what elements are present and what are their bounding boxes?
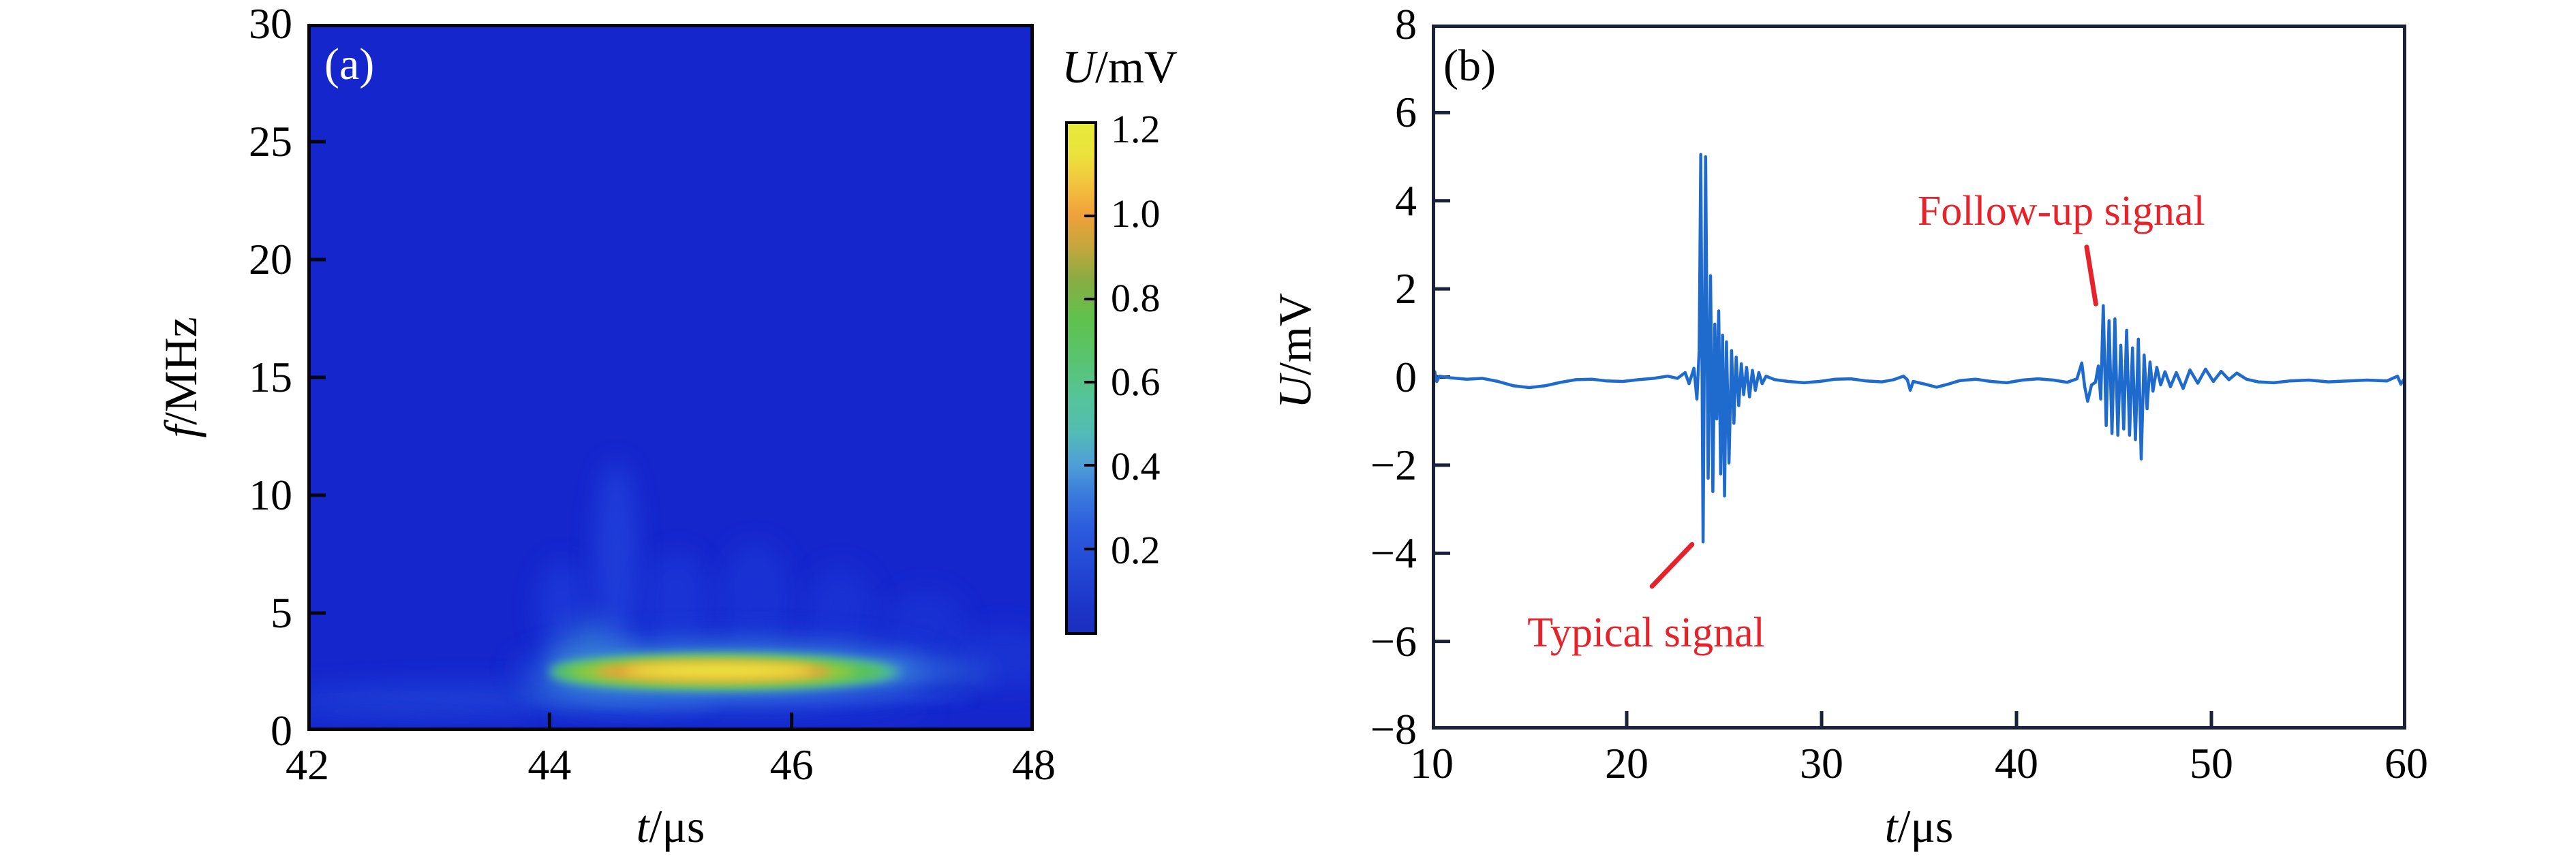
annotation-follow-up-signal: Follow-up signal <box>1917 187 2205 234</box>
x-tick-label: 42 <box>286 740 329 789</box>
colorbar-tick-mark <box>1084 464 1094 467</box>
colorbar-tick-label: 0.4 <box>1111 443 1161 488</box>
colorbar-title-unit: /mV <box>1095 41 1178 93</box>
x-tick-label: 20 <box>1605 739 1649 787</box>
panel-b-tag: (b) <box>1443 41 1496 91</box>
panel-a-ylabel-var: f <box>155 424 206 438</box>
y-tick-label: 8 <box>1395 0 1417 48</box>
x-tick-label: 50 <box>2190 739 2233 787</box>
y-tick-label: 0 <box>1395 352 1417 401</box>
panel-b-xlabel-var: t <box>1884 800 1898 852</box>
colorbar-tick-mark <box>1084 547 1094 550</box>
spectrogram-energy-blob <box>870 663 992 683</box>
spectrogram-energy-blob <box>549 704 937 718</box>
colorbar-tick-label: 1.2 <box>1111 107 1161 152</box>
y-tick-label: 30 <box>249 0 292 48</box>
panel-b-ylabel-unit: /mV <box>1269 292 1321 375</box>
panel-a-xlabel-unit: /μs <box>649 800 705 852</box>
y-tick-label: 20 <box>249 235 292 283</box>
x-tick-label: 46 <box>769 740 814 789</box>
colorbar-tick-mark <box>1084 214 1094 217</box>
panel-a-tag: (a) <box>324 40 375 89</box>
panel-a-xlabel: t/μs <box>637 803 705 849</box>
waveform-border <box>1432 25 2406 730</box>
spectrogram-energy-blob <box>307 704 538 719</box>
spectrogram-canvas <box>307 24 1034 731</box>
panel-b-xlabel: t/μs <box>1885 803 1954 849</box>
spectrogram-energy-blob <box>643 552 711 656</box>
spectrogram-energy-blob <box>537 561 586 656</box>
annotation-leader-typical-signal <box>1649 542 1695 589</box>
panel-b-ylabel-var: U <box>1269 375 1321 409</box>
colorbar-tick-label: 0.6 <box>1111 360 1161 405</box>
x-tick-label: 10 <box>1410 739 1454 787</box>
x-tick-label: 44 <box>527 740 572 789</box>
x-tick-label: 30 <box>1800 739 1843 787</box>
panel-a-xlabel-var: t <box>636 800 649 852</box>
panel-b-ylabel: U/mV <box>1269 292 1321 409</box>
panel-a-ylabel: f/MHz <box>155 317 206 438</box>
x-tick-label: 40 <box>1995 739 2038 787</box>
y-tick-label: 10 <box>249 471 292 519</box>
panel-a-ylabel-unit: /MHz <box>155 317 206 425</box>
y-tick-label: −8 <box>1370 705 1417 753</box>
annotation-leader-follow-up-signal <box>2084 245 2098 307</box>
y-tick-label: −2 <box>1370 440 1417 489</box>
spectrogram-energy-blob <box>595 462 637 661</box>
spectrogram-energy-blob <box>719 542 792 656</box>
x-tick-label: 48 <box>1012 740 1056 789</box>
y-tick-label: 0 <box>271 706 292 755</box>
spectrogram-energy-blob <box>624 663 814 678</box>
x-tick-label: 60 <box>2385 739 2428 787</box>
waveform-canvas <box>1432 25 2406 730</box>
y-tick-label: 6 <box>1395 88 1417 137</box>
y-tick-label: −4 <box>1370 529 1417 578</box>
colorbar-tick-label: 0.8 <box>1111 275 1161 320</box>
annotation-typical-signal: Typical signal <box>1527 609 1765 656</box>
colorbar-tick-mark <box>1084 297 1094 300</box>
colorbar-title-var: U <box>1062 41 1096 93</box>
y-tick-label: 4 <box>1395 176 1417 225</box>
y-tick-label: 15 <box>249 353 292 401</box>
colorbar-tick-label: 1.0 <box>1111 191 1161 236</box>
spectrogram-border <box>307 24 1034 731</box>
y-tick-label: 5 <box>271 589 292 637</box>
y-tick-label: −6 <box>1370 616 1417 666</box>
y-tick-label: 25 <box>249 117 292 166</box>
waveform-signal-line <box>1432 153 2406 544</box>
colorbar-tick-mark <box>1084 381 1094 384</box>
panel-b-xlabel-unit: /μs <box>1897 800 1954 852</box>
spectrogram-energy-blob <box>803 565 877 661</box>
y-tick-label: 2 <box>1395 264 1417 313</box>
colorbar-title: U/mV <box>1062 44 1178 90</box>
colorbar <box>1065 121 1097 635</box>
waveform-plot <box>1432 25 2406 730</box>
spectrogram-plot <box>307 24 1034 731</box>
colorbar-tick-label: 0.2 <box>1111 528 1161 573</box>
